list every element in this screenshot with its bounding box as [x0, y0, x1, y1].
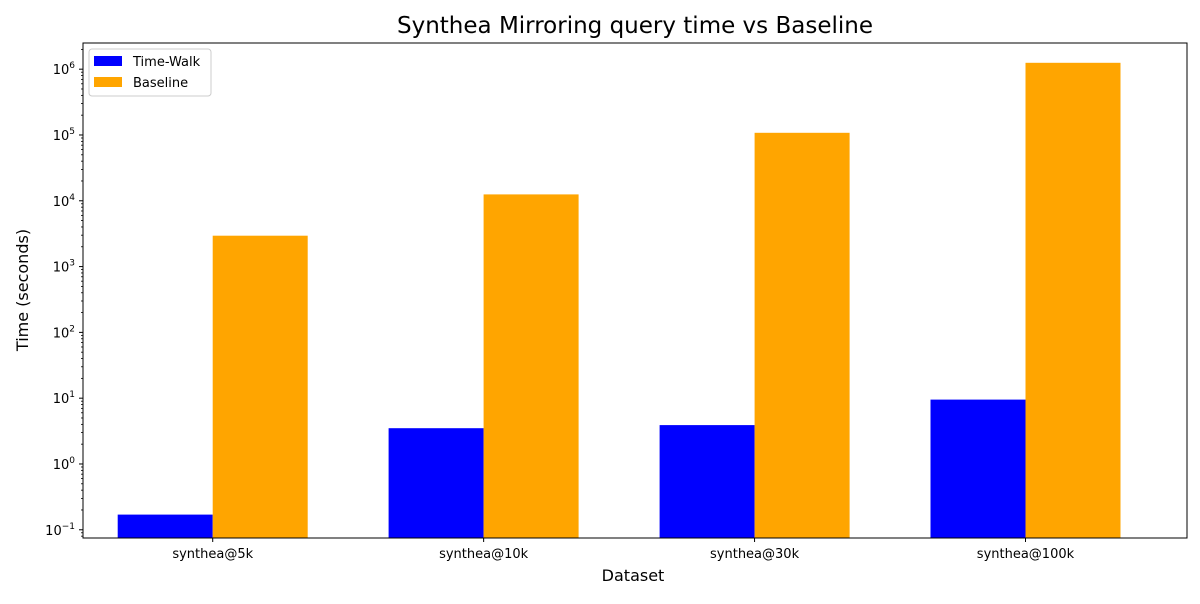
- y-tick-label: 10−1: [45, 522, 75, 539]
- y-tick-label: 104: [53, 193, 76, 210]
- bar-baseline-2: [754, 132, 850, 539]
- y-axis-ticks: 10−1 100 101 102 103 104 105 106: [45, 48, 83, 539]
- x-tick-label: synthea@100k: [977, 547, 1075, 562]
- x-tick-label: synthea@5k: [172, 547, 253, 562]
- y-tick-label: 102: [53, 324, 75, 341]
- bars-layer: [117, 62, 1121, 539]
- x-tick-label: synthea@30k: [710, 547, 800, 562]
- y-tick-label: 100: [53, 456, 76, 473]
- legend: Time-Walk Baseline: [88, 48, 212, 97]
- legend-label-time-walk: Time-Walk: [132, 55, 201, 70]
- y-tick-label: 105: [53, 127, 75, 144]
- plot-frame: [82, 42, 1188, 539]
- legend-label-baseline: Baseline: [133, 76, 188, 91]
- chart-title: Synthea Mirroring query time vs Baseline: [397, 13, 873, 39]
- bar-time-walk-0: [117, 514, 213, 538]
- bar-baseline-3: [1025, 62, 1121, 539]
- bar-baseline-0: [212, 235, 308, 538]
- x-tick-label: synthea@10k: [439, 547, 529, 562]
- legend-swatch-baseline: [94, 77, 122, 87]
- legend-swatch-time-walk: [94, 56, 122, 66]
- y-tick-label: 101: [53, 390, 75, 407]
- y-axis-label: Time (seconds): [13, 229, 32, 352]
- y-tick-label: 106: [53, 61, 76, 78]
- y-tick-label: 103: [53, 259, 75, 276]
- bar-baseline-1: [483, 194, 579, 538]
- x-axis-ticks: synthea@5k synthea@10k synthea@30k synthea@…: [172, 538, 1075, 562]
- bar-time-walk-2: [659, 425, 755, 538]
- x-axis-label: Dataset: [602, 566, 665, 585]
- bar-time-walk-3: [930, 399, 1026, 538]
- bar-time-walk-1: [388, 428, 484, 538]
